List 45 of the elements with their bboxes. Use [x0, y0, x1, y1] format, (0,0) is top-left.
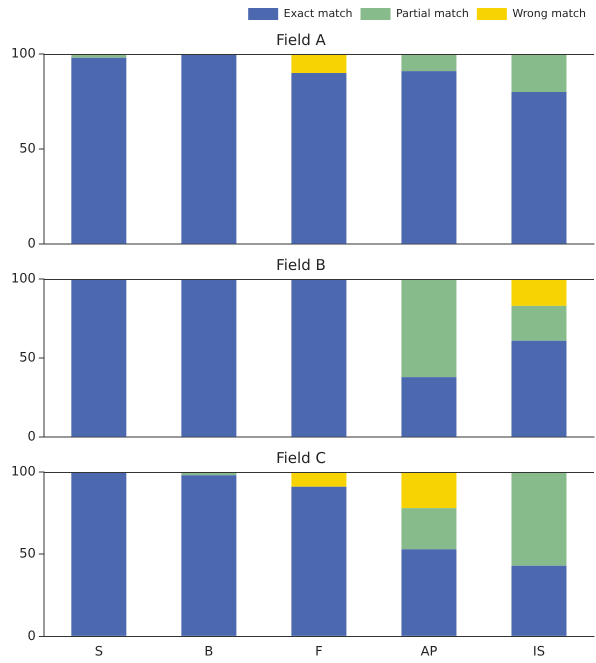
bar: [71, 472, 126, 636]
bar: [291, 54, 346, 74]
bar: [401, 54, 456, 72]
y-tick-label: 100: [10, 46, 36, 62]
bar: [71, 58, 126, 244]
bar: [511, 306, 566, 341]
bar: [401, 71, 456, 244]
x-tick-label: S: [94, 644, 103, 660]
bar: [401, 279, 456, 378]
y-tick-label: 50: [19, 141, 36, 156]
bar: [181, 54, 236, 244]
bar: [511, 92, 566, 244]
y-tick-label: 0: [28, 236, 36, 252]
y-tick-label: 100: [10, 271, 36, 286]
bar: [511, 566, 566, 636]
bar: [291, 472, 346, 487]
bar: [71, 279, 126, 437]
bar: [401, 377, 456, 437]
y-tick-label: 0: [28, 430, 36, 445]
y-tick-label: 50: [19, 350, 36, 366]
x-tick-label: IS: [532, 644, 546, 660]
legend-label: Wrong match: [512, 6, 586, 20]
y-tick-label: 0: [28, 628, 36, 644]
bar: [291, 486, 346, 636]
legend-label: Exact match: [284, 6, 353, 20]
bar: [291, 73, 346, 244]
x-tick-label: B: [204, 644, 214, 660]
bar: [291, 279, 346, 437]
x-tick-label: F: [315, 644, 323, 660]
y-tick-label: 100: [10, 464, 36, 480]
bar: [401, 472, 456, 508]
bar: [401, 549, 456, 636]
bar: [511, 340, 566, 437]
x-tick-label: AP: [420, 644, 438, 660]
bar: [511, 472, 566, 566]
legend-label: Partial match: [396, 6, 469, 20]
chart-title: Field A: [276, 30, 327, 49]
bar: [181, 279, 236, 437]
chart-title: Field B: [276, 256, 326, 274]
bar: [511, 279, 566, 306]
y-tick-label: 50: [19, 546, 36, 562]
bar: [511, 54, 566, 92]
bar: [181, 475, 236, 636]
bar: [401, 508, 456, 550]
chart-title: Field C: [276, 448, 326, 467]
